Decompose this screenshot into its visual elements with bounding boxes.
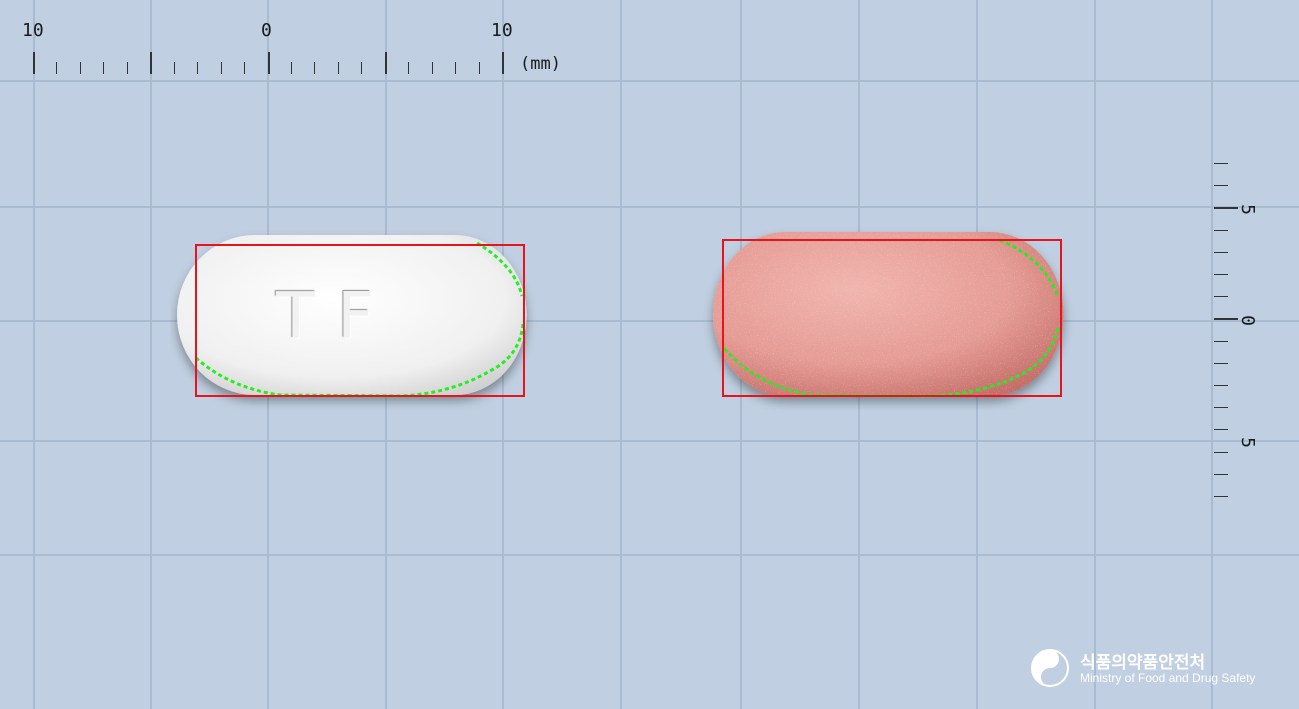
grid-line (1211, 0, 1213, 709)
ruler-tick (338, 62, 339, 74)
grid-line (620, 0, 622, 709)
ruler-tick (150, 52, 152, 74)
ruler-label: 10 (22, 20, 44, 41)
grid-line (0, 554, 1299, 556)
white-tablet-bounding-box (195, 244, 525, 397)
ruler-tick (1214, 163, 1228, 164)
ruler-tick (479, 62, 480, 74)
ruler-tick (1214, 341, 1228, 342)
ruler-tick (1214, 318, 1238, 320)
ruler-tick (314, 62, 315, 74)
contour-line (722, 238, 1060, 398)
ruler-tick (1214, 296, 1228, 297)
grid-line (0, 206, 1299, 208)
pill-imprint: TF (276, 280, 396, 354)
ruler-tick (174, 62, 175, 74)
ruler-tick (127, 62, 128, 74)
ruler-tick (1214, 230, 1228, 231)
ruler-label: 10 (491, 20, 513, 41)
grid-line (33, 0, 35, 709)
ruler-label: 0 (261, 20, 272, 41)
grid-line (150, 0, 152, 709)
ruler-tick (221, 62, 222, 74)
ruler-tick (502, 52, 504, 74)
ruler-tick (244, 62, 245, 74)
ruler-tick (1214, 429, 1228, 430)
ruler-tick (1214, 452, 1228, 453)
grid-line (0, 80, 1299, 82)
white-tablet (177, 235, 527, 398)
ruler-unit: (mm) (520, 54, 561, 74)
ruler-label: 0 (1236, 315, 1258, 326)
ruler-label: 5 (1236, 204, 1258, 215)
logo-english-text: Ministry of Food and Drug Safety (1080, 671, 1256, 685)
ruler-tick (56, 62, 57, 74)
ruler-tick (1214, 407, 1228, 408)
ruler-tick (408, 62, 409, 74)
ruler-tick (1214, 274, 1228, 275)
ruler-tick (1214, 474, 1228, 475)
ruler-tick (361, 62, 362, 74)
pink-tablet-bounding-box (722, 239, 1062, 397)
ruler-label: 5 (1236, 437, 1258, 448)
ruler-tick (268, 52, 270, 74)
ruler-tick (1214, 185, 1228, 186)
grid-line (0, 440, 1299, 442)
ruler-tick (1214, 496, 1228, 497)
ruler-tick (291, 62, 292, 74)
ruler-tick (103, 62, 104, 74)
pink-tablet (713, 232, 1064, 398)
grid-line (1094, 0, 1096, 709)
ruler-tick (197, 62, 198, 74)
contour-line (195, 241, 525, 398)
ruler-tick (455, 62, 456, 74)
ruler-tick (385, 52, 387, 74)
grid-line (0, 320, 1299, 322)
ruler-tick (33, 52, 35, 74)
ruler-tick (80, 62, 81, 74)
ruler-tick (432, 62, 433, 74)
ruler-tick (1214, 363, 1228, 364)
mfds-logo: 식품의약품안전처 Ministry of Food and Drug Safet… (1028, 646, 1278, 690)
ruler-tick (1214, 252, 1228, 253)
ruler-tick (1214, 207, 1238, 209)
mfds-emblem-icon (1031, 649, 1069, 687)
logo-korean-text: 식품의약품안전처 (1080, 653, 1206, 673)
ruler-tick (1214, 385, 1228, 386)
